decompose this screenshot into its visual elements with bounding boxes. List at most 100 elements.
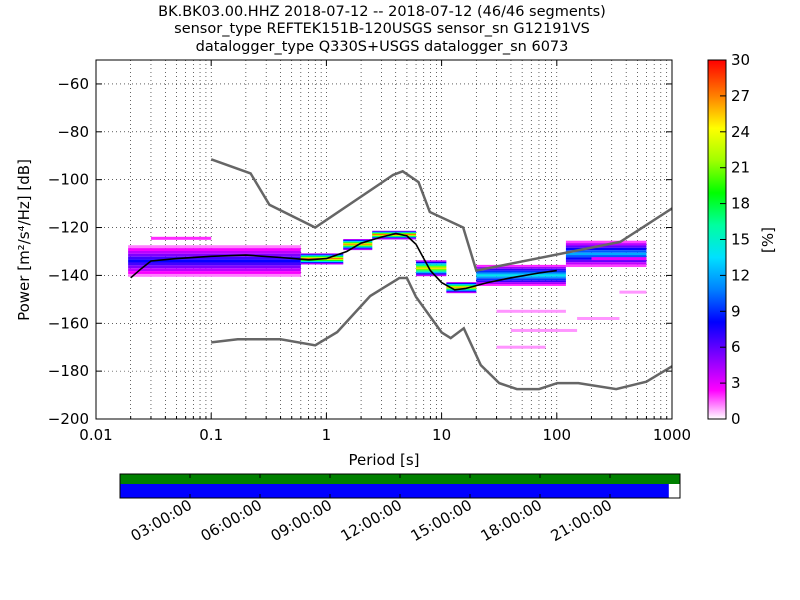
density-cell	[476, 276, 566, 279]
colorbar-ticks: 0 3 6 9 12 15 18 21 24 27 30	[720, 51, 750, 428]
density-cell	[300, 261, 344, 263]
density-cell	[565, 247, 647, 251]
density-outlier	[510, 328, 578, 332]
timeline-tick-label: 18:00:00	[478, 496, 545, 545]
density-cell	[128, 273, 301, 277]
density-cell	[128, 259, 301, 263]
density-cell	[476, 268, 566, 271]
density-cell	[565, 252, 647, 256]
colorbar-tick-label: 6	[731, 338, 741, 356]
y-tick-label: −200	[48, 410, 89, 428]
chart-title-line-1: BK.BK03.00.HHZ 2018-07-12 -- 2018-07-12 …	[158, 4, 606, 20]
density-cell	[476, 264, 566, 267]
density-cell	[446, 285, 477, 288]
density-cell	[343, 247, 373, 250]
density-cell	[300, 262, 344, 265]
y-tick-label: −140	[48, 266, 89, 284]
colorbar-tick-label: 9	[731, 302, 741, 320]
density-cell	[565, 262, 647, 265]
density-cell	[565, 259, 647, 263]
y-tick-label: −100	[48, 171, 89, 189]
timeline-psd-coverage	[120, 484, 669, 498]
y-tick-label: −80	[57, 123, 89, 141]
density-cell	[128, 265, 301, 269]
density-cell	[476, 280, 566, 283]
density-cell	[416, 260, 447, 262]
timeline-tick-label: 12:00:00	[338, 496, 405, 545]
timeline-tick-label: 15:00:00	[408, 496, 475, 545]
x-tick-label: 10	[432, 426, 451, 444]
density-cell	[343, 246, 373, 249]
density-cell	[446, 286, 477, 289]
y-tick-label: −160	[48, 314, 89, 332]
density-cell	[343, 241, 373, 244]
density-cell	[446, 289, 477, 292]
chart-title-line-3: datalogger_type Q330S+USGS datalogger_sn…	[196, 39, 569, 55]
x-tick-label: 100	[542, 426, 571, 444]
density-cell	[416, 263, 447, 265]
density-cell	[300, 255, 344, 257]
density-cell	[300, 253, 344, 255]
y-tick-label: −120	[48, 219, 89, 237]
x-tick-label: 0.1	[199, 426, 223, 444]
colorbar-tick-label: 0	[731, 410, 741, 428]
x-tick-label: 1000	[653, 426, 691, 444]
density-cell	[343, 239, 373, 242]
y-axis-label: Power [m²/s⁴/Hz] [dB]	[15, 159, 33, 321]
timeline-tick-label: 21:00:00	[548, 496, 615, 545]
density-cell	[476, 278, 566, 281]
x-tick-label: 0.01	[79, 426, 112, 444]
line-nlnm	[211, 276, 672, 391]
colorbar-label: [%]	[759, 227, 777, 253]
density-cell	[446, 283, 477, 285]
colorbar-tick-label: 12	[731, 266, 750, 284]
density-cell	[372, 237, 417, 240]
density-cell	[300, 254, 344, 256]
density-cell	[416, 264, 447, 267]
density-cell	[300, 261, 344, 264]
density-cell	[476, 284, 566, 286]
density-cell	[300, 259, 344, 261]
density-cell	[446, 290, 477, 293]
density-cell	[446, 284, 477, 286]
plot-frame	[95, 59, 673, 420]
y-tick-label: −60	[57, 75, 89, 93]
density-cell	[416, 268, 447, 271]
timeline-tick-label: 03:00:00	[128, 496, 195, 545]
density-outlier	[150, 236, 212, 240]
colorbar-tick-label: 3	[731, 374, 741, 392]
density-outlier	[577, 316, 620, 320]
density-cell	[128, 245, 301, 249]
x-axis-label: Period [s]	[348, 451, 419, 469]
line-nhnm	[210, 158, 672, 273]
density-cell	[446, 284, 477, 287]
timeline	[119, 473, 681, 499]
density-cell	[343, 240, 373, 243]
density-cell	[128, 248, 301, 251]
density-cell	[300, 257, 344, 259]
x-tick-label: 1	[322, 426, 332, 444]
density-outlier	[496, 309, 566, 313]
chart-title-line-2: sensor_type REFTEK151B-120USGS sensor_sn…	[174, 21, 590, 37]
density-cell	[416, 273, 447, 275]
density-cell	[343, 248, 373, 251]
colorbar-tick-label: 24	[731, 123, 750, 141]
density-cell	[565, 255, 647, 258]
density-cell	[128, 256, 301, 260]
y-tick-label: −180	[48, 362, 89, 380]
density-cell	[476, 270, 566, 273]
density-cell	[300, 256, 344, 258]
density-outlier	[619, 290, 647, 294]
density-cell	[565, 250, 647, 253]
colorbar-tick-label: 27	[731, 87, 750, 105]
density-cell	[476, 272, 566, 275]
density-cell	[476, 266, 566, 269]
density-cell	[416, 267, 447, 270]
density-cell	[128, 271, 301, 274]
density-cell	[343, 242, 373, 245]
density-cell	[565, 240, 647, 244]
density-cell	[565, 245, 647, 248]
timeline-data-coverage	[120, 474, 680, 484]
timeline-tick-label: 09:00:00	[268, 496, 335, 545]
